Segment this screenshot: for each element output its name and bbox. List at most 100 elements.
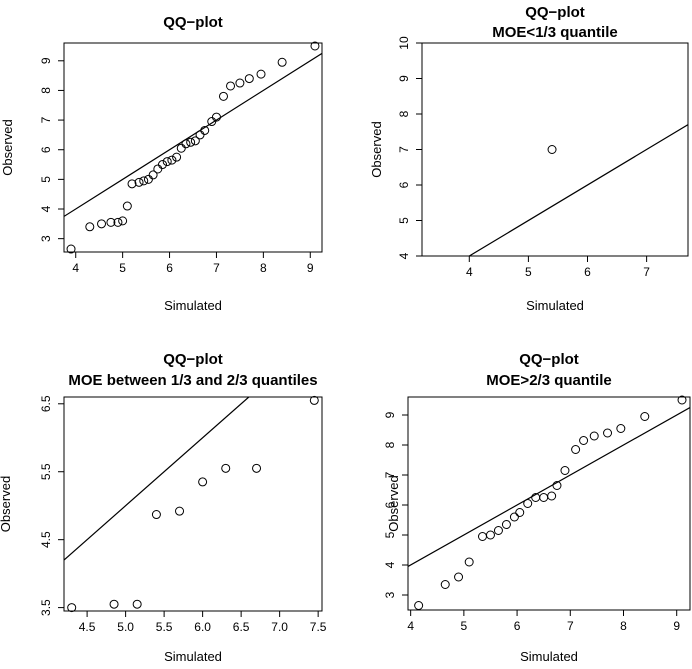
x-tick-label: 6.0 <box>194 620 211 634</box>
reference-line <box>468 124 688 256</box>
data-point <box>143 174 153 184</box>
x-tick-label: 7.0 <box>271 620 288 634</box>
data-point <box>560 466 570 475</box>
data-point <box>485 530 495 540</box>
x-tick-label: 4 <box>72 261 79 275</box>
data-point <box>640 412 650 421</box>
plot-title: QQ−plot <box>525 4 585 21</box>
x-tick-label: 6 <box>166 261 173 275</box>
x-tick-label: 7 <box>643 265 650 279</box>
data-point <box>127 179 137 189</box>
panel-3: QQ−plot MOE between 1/3 and 2/3 quantiles… <box>0 351 327 664</box>
y-tick-label: 8 <box>39 87 53 94</box>
data-point <box>252 463 262 473</box>
data-point <box>134 177 144 187</box>
reference-line <box>408 406 690 568</box>
data-point <box>181 139 191 149</box>
y-tick-label: 3.5 <box>39 599 53 616</box>
data-point <box>85 222 95 232</box>
y-tick-label: 3 <box>39 235 53 242</box>
data-point <box>186 137 196 147</box>
x-axis-label: Simulated <box>164 298 222 313</box>
x-tick-label: 8 <box>620 619 627 633</box>
data-point <box>440 580 450 589</box>
data-point <box>132 599 142 609</box>
y-tick-label: 8 <box>383 441 397 448</box>
x-axis-label: Simulated <box>164 649 222 664</box>
data-point <box>309 395 319 405</box>
data-point <box>106 217 116 227</box>
x-tick-label: 6 <box>514 619 521 633</box>
x-tick-label: 5.0 <box>117 620 134 634</box>
y-tick-label: 4 <box>383 561 397 568</box>
reference-line <box>64 397 250 561</box>
data-point <box>97 219 107 229</box>
x-tick-label: 6 <box>584 265 591 279</box>
data-point <box>616 424 626 433</box>
data-point <box>221 463 231 473</box>
data-point <box>148 170 158 180</box>
data-point <box>167 155 177 165</box>
y-tick-label: 7 <box>383 471 397 478</box>
x-axis-label: Simulated <box>520 649 578 664</box>
y-tick-label: 7 <box>39 116 53 123</box>
plot-title: QQ−plot <box>163 14 223 31</box>
x-tick-label: 9 <box>673 619 680 633</box>
plot-frame <box>63 42 323 253</box>
data-point <box>198 477 208 487</box>
x-tick-label: 5 <box>461 619 468 633</box>
plot-title: MOE>2/3 quantile <box>486 372 611 389</box>
data-point <box>414 601 424 610</box>
data-point <box>207 117 217 127</box>
data-point <box>256 69 266 79</box>
data-point <box>501 520 511 529</box>
panel-2: QQ−plot MOE<1/3 quantile 4 5 6 7 4 5 6 7 8 9 10 Simul… <box>369 4 689 313</box>
data-point <box>195 130 205 140</box>
y-tick-label: 5 <box>39 176 53 183</box>
y-tick-label: 8 <box>397 110 411 117</box>
y-tick-label: 4 <box>397 252 411 259</box>
plot-title: QQ−plot <box>519 351 579 368</box>
data-point <box>539 493 549 502</box>
data-point <box>118 216 128 226</box>
y-tick-label: 9 <box>39 57 53 64</box>
y-tick-label: 3 <box>383 591 397 598</box>
y-axis-label: Observed <box>0 119 15 175</box>
data-point <box>464 557 474 567</box>
data-point <box>113 217 123 227</box>
x-tick-label: 7 <box>567 619 574 633</box>
data-point <box>158 160 168 170</box>
plot-frame <box>63 396 323 612</box>
y-tick-label: 7 <box>397 146 411 153</box>
data-point <box>162 157 172 167</box>
data-point <box>175 506 185 516</box>
data-point <box>139 176 149 186</box>
panel-4: QQ−plot MOE>2/3 quantile 4 5 6 7 8 9 3 4 5 6 7 8 9 Simu… <box>383 351 691 664</box>
data-point <box>218 91 228 101</box>
reference-line <box>64 52 322 217</box>
data-point <box>477 532 487 541</box>
plot-frame <box>407 396 691 611</box>
data-point <box>310 41 320 51</box>
y-tick-label: 4.5 <box>39 531 53 548</box>
data-point <box>454 572 464 582</box>
x-tick-label: 5.5 <box>156 620 173 634</box>
data-point <box>153 164 163 174</box>
y-tick-label: 9 <box>397 75 411 82</box>
x-tick-label: 8 <box>260 261 267 275</box>
y-axis-label: Observed <box>369 121 384 177</box>
y-tick-label: 6 <box>397 181 411 188</box>
data-point <box>151 510 161 520</box>
data-point <box>493 526 503 535</box>
x-tick-label: 5 <box>525 265 532 279</box>
data-point <box>211 112 221 122</box>
data-point <box>603 428 613 438</box>
data-point <box>235 78 245 88</box>
x-tick-label: 4 <box>407 619 414 633</box>
data-point <box>552 481 562 490</box>
plot-title: MOE between 1/3 and 2/3 quantiles <box>68 372 317 389</box>
y-tick-label: 6 <box>383 501 397 508</box>
plot-title: MOE<1/3 quantile <box>492 24 617 41</box>
y-tick-label: 4 <box>39 205 53 212</box>
